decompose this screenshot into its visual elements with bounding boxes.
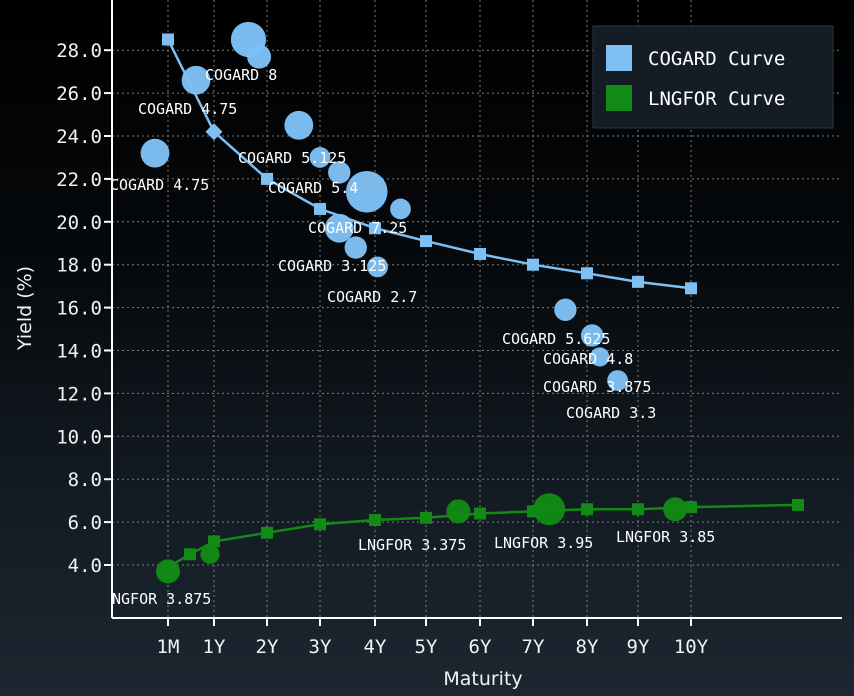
curve-marker [474, 507, 486, 520]
curve-marker [261, 526, 273, 539]
curve-marker [420, 511, 432, 524]
curve-marker [792, 498, 804, 511]
x-tick-label: 8Y [576, 636, 599, 658]
bond-bubble [367, 256, 388, 278]
x-tick-label: 3Y [309, 636, 332, 658]
curve-marker [369, 222, 381, 235]
bond-bubble [580, 324, 604, 347]
y-axis-title: Yield (%) [14, 266, 36, 351]
curve-marker [685, 501, 697, 514]
x-axis-title: Maturity [443, 668, 522, 690]
bond-label: COGARD 4.75 [110, 176, 209, 194]
x-tick-label: 5Y [415, 636, 438, 658]
bond-bubble [200, 544, 220, 564]
y-tick-label: 12.0 [56, 383, 102, 405]
x-tick-label: 10Y [674, 636, 709, 658]
bond-label: LNGFOR 3.85 [616, 528, 715, 546]
legend-label-cogard: COGARD Curve [648, 48, 785, 70]
bond-bubble [607, 370, 628, 391]
curve-marker [162, 33, 174, 46]
bond-bubble [309, 147, 331, 168]
bond-bubble [533, 493, 566, 526]
bond-label: COGARD 5.625 [502, 330, 610, 348]
y-tick-label: 26.0 [56, 83, 102, 105]
y-tick-label: 20.0 [56, 212, 102, 234]
y-tick-label: 18.0 [56, 255, 102, 277]
bond-label: COGARD 3.875 [543, 378, 651, 396]
x-tick-label: 1M [157, 636, 180, 658]
x-tick-label: 7Y [522, 636, 545, 658]
axes: 4.0 6.0 8.0 10.0 12.0 14.0 16.0 18.0 20.0 22.0 24.… [56, 0, 842, 658]
x-tick-label: 6Y [469, 636, 492, 658]
curve-marker [314, 518, 326, 531]
bond-label: LNGFOR 3.375 [358, 536, 466, 554]
curve-marker [369, 513, 381, 526]
curve-marker [527, 258, 539, 271]
y-tick-label: 24.0 [56, 126, 102, 148]
y-tick-label: 16.0 [56, 298, 102, 320]
bond-bubble [554, 298, 577, 321]
bond-bubble [345, 170, 388, 213]
y-tick-label: 4.0 [68, 555, 102, 577]
bond-label: COGARD 3.3 [566, 404, 656, 422]
bond-bubble [247, 44, 272, 69]
curve-marker [420, 235, 432, 248]
legend-label-lngfor: LNGFOR Curve [648, 88, 785, 110]
y-tick-label: 22.0 [56, 169, 102, 191]
curve-marker [205, 123, 223, 141]
bond-label: COGARD 5.125 [238, 149, 346, 167]
bond-bubble [328, 161, 351, 184]
bond-label: COGARD 2.7 [327, 288, 417, 306]
bond-label: COGARD 5.4 [268, 179, 358, 197]
curve-marker [685, 282, 697, 295]
y-tick-label: 14.0 [56, 341, 102, 363]
bond-bubbles [140, 21, 688, 584]
bond-label: COGARD 4.75 [138, 100, 237, 118]
curves [162, 33, 804, 574]
bond-bubble [284, 110, 314, 140]
bond-label: COGARD 7.25 [308, 219, 407, 237]
legend-box [592, 25, 834, 129]
bond-bubble [663, 497, 688, 522]
bond-bubble [156, 559, 180, 584]
bond-label: LNGFOR 3.95 [494, 534, 593, 552]
legend: COGARD Curve LNGFOR Curve [592, 25, 834, 129]
bond-bubble [140, 138, 170, 168]
y-tick-label: 10.0 [56, 426, 102, 448]
bond-bubble [324, 213, 354, 243]
x-tick-label: 4Y [364, 636, 387, 658]
curve-marker [474, 247, 486, 260]
legend-swatch-cogard [606, 45, 632, 71]
curve-marker [208, 535, 220, 548]
bond-label: COGARD 4.8 [543, 350, 633, 368]
bond-bubble [344, 236, 367, 259]
curve-marker [581, 503, 593, 516]
curve-marker [632, 275, 644, 288]
bond-label: COGARD 8 [205, 66, 277, 84]
x-tick-label: 1Y [203, 636, 226, 658]
y-tick-label: 8.0 [68, 469, 102, 491]
bond-labels: COGARD 8 COGARD 4.75 COGARD 4.75 COGARD 5.1… [110, 66, 715, 608]
x-tick-label: 2Y [256, 636, 279, 658]
y-tick-label: 28.0 [56, 40, 102, 62]
y-tick-label: 6.0 [68, 512, 102, 534]
bond-label: NGFOR 3.875 [112, 590, 211, 608]
legend-swatch-lngfor [606, 85, 632, 111]
curve-marker [632, 503, 644, 516]
curve-marker [184, 548, 196, 561]
x-tick-label: 9Y [627, 636, 650, 658]
bond-bubble [446, 499, 471, 524]
bond-bubble [390, 198, 411, 220]
bond-bubble [181, 65, 211, 95]
bond-bubble [590, 347, 610, 367]
bond-label: COGARD 3.125 [278, 257, 386, 275]
curve-marker [261, 172, 273, 185]
curve-marker [314, 202, 326, 215]
curve-marker [581, 267, 593, 280]
